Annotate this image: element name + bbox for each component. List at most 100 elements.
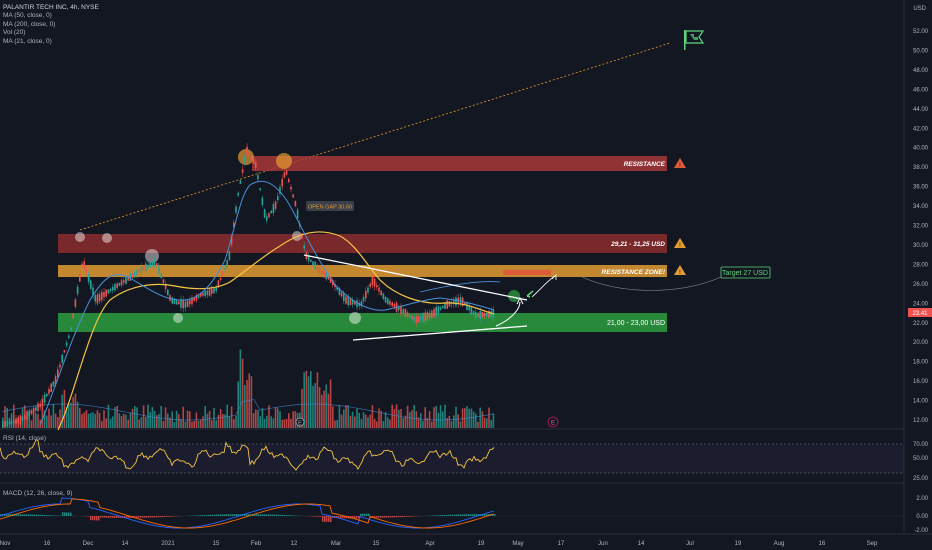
earnings-marker-label: E	[298, 420, 302, 426]
candle-body	[156, 263, 158, 266]
macd-hist-bar	[394, 516, 396, 518]
target-box[interactable]	[720, 266, 771, 279]
candle-body	[371, 276, 374, 286]
volume-bar	[169, 417, 171, 428]
macd-hist-bar	[364, 513, 366, 516]
resistance-zone-top[interactable]	[252, 156, 667, 171]
rsi-label[interactable]: RSI (14, close)	[3, 435, 46, 442]
dotted-trend-line[interactable]	[79, 42, 671, 231]
time-tick: Apr	[425, 541, 434, 547]
triangle-upper-line[interactable]	[303, 254, 528, 301]
support-zone-label: 21,00 - 23,00 USD	[607, 320, 665, 327]
macd-hist-bar	[378, 516, 380, 518]
candle-body	[479, 310, 481, 319]
macd-hist-bar	[124, 516, 126, 518]
candle-body	[39, 403, 41, 408]
macd-hist-bar	[152, 516, 154, 518]
rsi-tick: 70.00	[913, 442, 929, 448]
macd-hist-bar	[198, 515, 200, 516]
candle-body	[171, 297, 173, 304]
macd-hist-bar	[318, 516, 320, 517]
time-tick: 19	[478, 541, 485, 547]
candle-body	[116, 283, 118, 288]
candle-body	[272, 204, 275, 214]
volume-bar	[382, 421, 385, 428]
candle-body	[402, 309, 404, 314]
macd-hist-bar	[170, 516, 172, 517]
candle-body	[241, 169, 244, 173]
indicator-ma21[interactable]: MA (21, close, 0)	[3, 37, 52, 45]
candle-body	[28, 411, 30, 417]
candle-body	[464, 302, 466, 306]
volume-bar	[206, 413, 209, 428]
volume-bar	[387, 417, 389, 428]
volume-bar	[354, 416, 356, 428]
rsi-line[interactable]	[0, 439, 495, 471]
volume-bar	[94, 414, 96, 428]
open-gap-box[interactable]	[306, 201, 354, 211]
support-zone[interactable]	[58, 313, 667, 332]
macd-label[interactable]: MACD (12, 26, close, 9)	[3, 490, 73, 497]
chart-legend: PALANTIR TECH INC, 4h, NYSE MA (50, clos…	[3, 4, 99, 46]
earnings-marker-icon[interactable]	[295, 417, 305, 427]
macd-hist-bar	[444, 515, 446, 516]
candle-body	[283, 172, 286, 178]
volume-bar	[180, 418, 182, 428]
candle-body	[345, 296, 347, 304]
candle-body	[393, 304, 396, 308]
indicator-ma50[interactable]: MA (50, close, 0)	[3, 12, 52, 20]
volume-bar	[477, 421, 479, 428]
volume-bar	[189, 411, 191, 428]
symbol-title[interactable]: PALANTIR TECH INC, 4h, NYSE	[3, 4, 99, 11]
macd-hist-bar	[54, 515, 56, 516]
signal-line[interactable]	[0, 498, 495, 529]
warning-icon: !	[674, 238, 686, 249]
candle-body	[191, 297, 193, 305]
price-tick: 40.00	[913, 146, 929, 152]
candle-body	[98, 293, 101, 302]
volume-bar	[391, 404, 393, 428]
volume-bar	[325, 384, 327, 428]
time-axis[interactable]: Nov 16 Dec 14 2021 15 Feb 12 Mar 15 Apr 19 May 17 Jun 1…	[0, 541, 878, 547]
candle-body	[382, 293, 385, 300]
candle-body	[255, 162, 257, 168]
volume-bar	[145, 417, 147, 428]
volume-bar	[422, 420, 424, 428]
macd-hist-bar	[288, 515, 290, 516]
candle-body	[120, 280, 123, 286]
macd-hist-bar	[108, 516, 110, 518]
volume-bar	[274, 407, 277, 428]
volume-bar	[103, 410, 105, 428]
macd-hist-bar	[472, 514, 474, 516]
target-curve	[579, 275, 722, 291]
macd-hist-bar	[0, 514, 2, 516]
indicator-volume[interactable]: Vol (20)	[3, 29, 26, 37]
resistance-zone-upper[interactable]	[58, 234, 667, 253]
candle-body	[336, 287, 338, 290]
macd-hist-bar	[254, 514, 256, 516]
candle-body	[85, 269, 88, 273]
volume-bar	[57, 417, 59, 428]
ma-50-line[interactable]	[57, 231, 495, 431]
indicator-ma200[interactable]: MA (200, close, 0)	[3, 20, 56, 28]
volume-bar	[4, 406, 6, 428]
triangle-lower-line[interactable]	[352, 325, 528, 341]
volume-bar	[140, 417, 143, 428]
volume-bar	[367, 417, 369, 428]
volume-bar	[461, 408, 464, 428]
volume-bar	[343, 409, 345, 428]
macd-hist-bar	[248, 514, 250, 516]
price-axis[interactable]: 52.00 50.00 48.00 46.00 44.00 42.00 40.00 38.00…	[913, 29, 929, 424]
candle-body	[490, 311, 492, 318]
macd-hist-bar	[162, 516, 164, 518]
ma-21-line[interactable]	[39, 180, 495, 426]
volume-bar	[470, 408, 473, 428]
candle-body	[184, 301, 187, 308]
candle-body	[263, 209, 266, 218]
macd-hist-bar	[366, 513, 368, 516]
price-tick: 14.00	[913, 399, 929, 405]
candle-body	[17, 417, 19, 424]
macd-hist-bar	[338, 516, 340, 519]
earnings-marker-icon[interactable]	[547, 416, 559, 428]
